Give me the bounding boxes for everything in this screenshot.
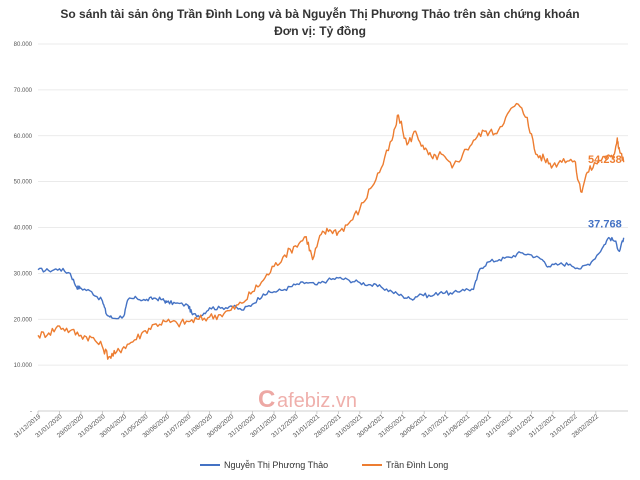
y-tick-label: - <box>30 409 32 415</box>
end-label-phuong-thao: 37.768 <box>588 219 622 231</box>
chart-title-line1: So sánh tài sản ông Trần Đình Long và bà… <box>60 7 580 21</box>
watermark: C afebiz.vn <box>258 386 357 413</box>
y-axis-ticks: - 10.000 20.000 30.000 40.000 50.000 60.000 70.… <box>14 42 33 415</box>
end-label-dinh-long: 54.238 <box>588 154 622 166</box>
y-tick-label: 80.000 <box>14 42 33 48</box>
y-tick-label: 30.000 <box>14 271 33 277</box>
y-tick-label: 10.000 <box>14 363 33 369</box>
chart-title-line2: Đơn vị: Tỷ đồng <box>274 24 366 38</box>
legend: Nguyễn Thị Phương Thảo Trần Đình Long <box>200 460 448 470</box>
y-tick-label: 50.000 <box>14 180 33 186</box>
series-lines <box>37 102 625 360</box>
legend-label-phuong-thao: Nguyễn Thị Phương Thảo <box>224 460 328 470</box>
y-tick-label: 60.000 <box>14 134 33 140</box>
y-tick-label: 40.000 <box>14 226 33 232</box>
series-line-dinh-long <box>37 102 625 360</box>
y-tick-label: 20.000 <box>14 317 33 323</box>
watermark-c: C <box>258 386 275 413</box>
end-labels: 37.768 54.238 <box>588 154 622 231</box>
chart-title: So sánh tài sản ông Trần Đình Long và bà… <box>0 6 640 40</box>
legend-label-dinh-long: Trần Đình Long <box>386 460 448 470</box>
series-line-phuong-thao <box>37 236 625 320</box>
gridlines <box>38 43 628 412</box>
x-axis-ticks: 31/12/201931/01/202029/02/202031/03/2020… <box>13 411 600 439</box>
y-tick-label: 70.000 <box>14 88 33 94</box>
watermark-rest: afebiz.vn <box>277 390 357 412</box>
